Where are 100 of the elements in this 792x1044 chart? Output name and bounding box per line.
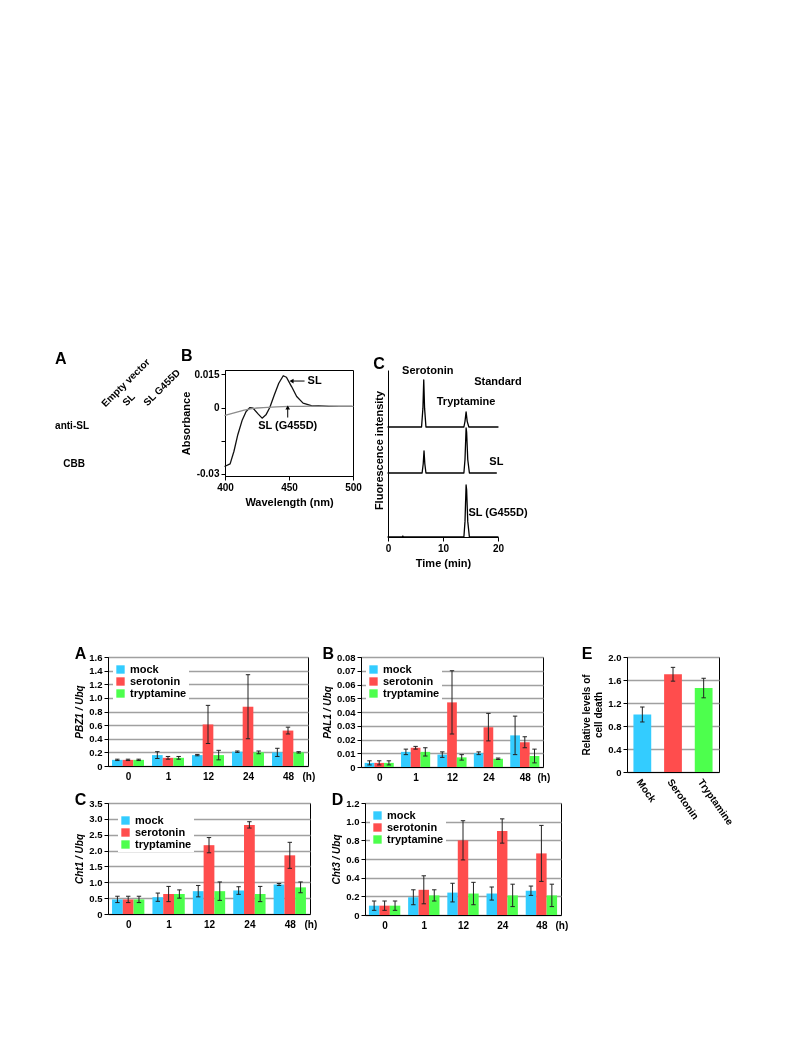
legend-label: serotonin <box>383 674 434 687</box>
x-axis-title: Wavelength (nm) <box>245 495 334 508</box>
y-tick-label: 0.03 <box>337 720 356 732</box>
x-tick-label: 1 <box>413 771 420 783</box>
bar <box>493 758 503 767</box>
bar <box>536 853 547 915</box>
y-tick-label: 2.0 <box>89 845 103 857</box>
y-tick-label: 1.2 <box>608 697 622 709</box>
y-tick-label: 3.5 <box>89 797 104 809</box>
y-tick-label: 0.08 <box>337 651 356 663</box>
bar <box>244 824 255 914</box>
x-tick-label: 0 <box>382 919 389 931</box>
bar <box>633 714 652 772</box>
y-tick-label: 1.2 <box>346 797 360 809</box>
y-tick-label: 1.0 <box>89 692 103 704</box>
y-tick-label: 0.2 <box>89 746 103 758</box>
y-tick-label: 0.07 <box>337 665 356 677</box>
bar <box>664 674 682 772</box>
y-tick-label: 3.0 <box>89 813 103 825</box>
x-tick-label: 0 <box>125 918 132 930</box>
x-tick-label: 48 <box>536 919 548 931</box>
x-tick-label: 12 <box>446 771 459 783</box>
bar <box>214 891 226 914</box>
y-tick-label: 0 <box>354 909 360 921</box>
bar <box>152 755 163 766</box>
y-tick-label: 1.5 <box>89 860 104 872</box>
bar <box>408 897 419 915</box>
y-tick-label: 1.6 <box>608 674 622 686</box>
legend-label: mock <box>383 662 413 675</box>
bar <box>173 894 185 914</box>
bar <box>122 759 134 766</box>
bar <box>295 887 306 914</box>
x-tick-label: 12 <box>203 918 216 930</box>
bar <box>112 759 123 766</box>
bar <box>468 893 479 915</box>
annotation: Tryptamine <box>436 394 496 407</box>
x-tick-label: 24 <box>483 771 495 783</box>
bar <box>496 831 508 915</box>
x-tick-label: 450 <box>281 481 299 493</box>
bar <box>203 845 215 914</box>
bar <box>254 894 266 914</box>
chart-title: D <box>331 791 344 808</box>
bar <box>429 895 440 915</box>
bar <box>284 855 296 914</box>
bar <box>173 757 184 766</box>
x-tick-label: 400 <box>217 481 235 493</box>
chart-title: C <box>373 354 386 372</box>
bar <box>282 730 294 766</box>
y-tick-label: 0.05 <box>337 692 357 704</box>
y-tick-label: 0.06 <box>337 679 356 690</box>
y-axis-title: Cht3 / Ubq <box>331 834 343 885</box>
y-tick-label: 0.6 <box>89 719 103 731</box>
bar <box>152 897 164 914</box>
legend-label: mock <box>130 662 160 675</box>
bar <box>293 752 304 766</box>
y-tick-label: 0.4 <box>608 743 623 755</box>
bar <box>437 754 448 767</box>
y-tick-label: 0 <box>97 908 103 920</box>
x-tick-label: 24 <box>242 770 255 782</box>
x-tick-label: 48 <box>284 918 297 930</box>
x-tick-label: 0 <box>125 770 132 782</box>
y-tick-label: -0.03 <box>196 468 220 480</box>
y-tick-label: 0.2 <box>346 890 360 902</box>
bar <box>483 727 494 767</box>
bar <box>133 759 144 766</box>
bar <box>456 757 467 767</box>
x-tick-label: 1 <box>421 919 428 931</box>
bar <box>192 891 204 914</box>
bar <box>486 893 497 915</box>
x-axis-title: (h) <box>302 770 316 782</box>
y-tick-label: 0.8 <box>89 706 103 717</box>
y-tick-label: 0.5 <box>89 892 104 904</box>
chart-title: A <box>74 645 87 662</box>
legend-label: serotonin <box>130 674 181 687</box>
y-tick-label: 1.2 <box>89 678 103 690</box>
series-label: SL (G455D) <box>468 506 528 518</box>
legend-label: serotonin <box>387 820 438 833</box>
line-series <box>224 405 354 417</box>
y-tick-label: 0.01 <box>337 747 357 759</box>
text: Standard <box>474 375 522 387</box>
chart-title: B <box>180 347 193 365</box>
annotation: SL <box>307 374 322 387</box>
bar <box>410 747 421 767</box>
y-axis-title: Cht1 / Ubq <box>74 834 86 884</box>
bar <box>694 688 713 772</box>
x-axis-title: (h) <box>304 918 318 930</box>
y-tick-label: 2.5 <box>89 829 104 841</box>
legend-label: mock <box>387 808 417 821</box>
legend-label: tryptamine <box>135 837 192 850</box>
text: CBB <box>63 458 85 469</box>
x-tick-label: 48 <box>519 771 532 783</box>
bar <box>163 894 174 914</box>
bar <box>473 753 484 767</box>
text: A <box>55 350 68 368</box>
x-tick-label: 500 <box>345 481 363 493</box>
legend-label: tryptamine <box>130 686 187 699</box>
y-tick-label: 1.0 <box>346 816 360 828</box>
x-tick-label: 1 <box>166 918 173 930</box>
x-tick-label: 10 <box>437 542 450 554</box>
y-tick-label: 0.6 <box>346 853 360 865</box>
